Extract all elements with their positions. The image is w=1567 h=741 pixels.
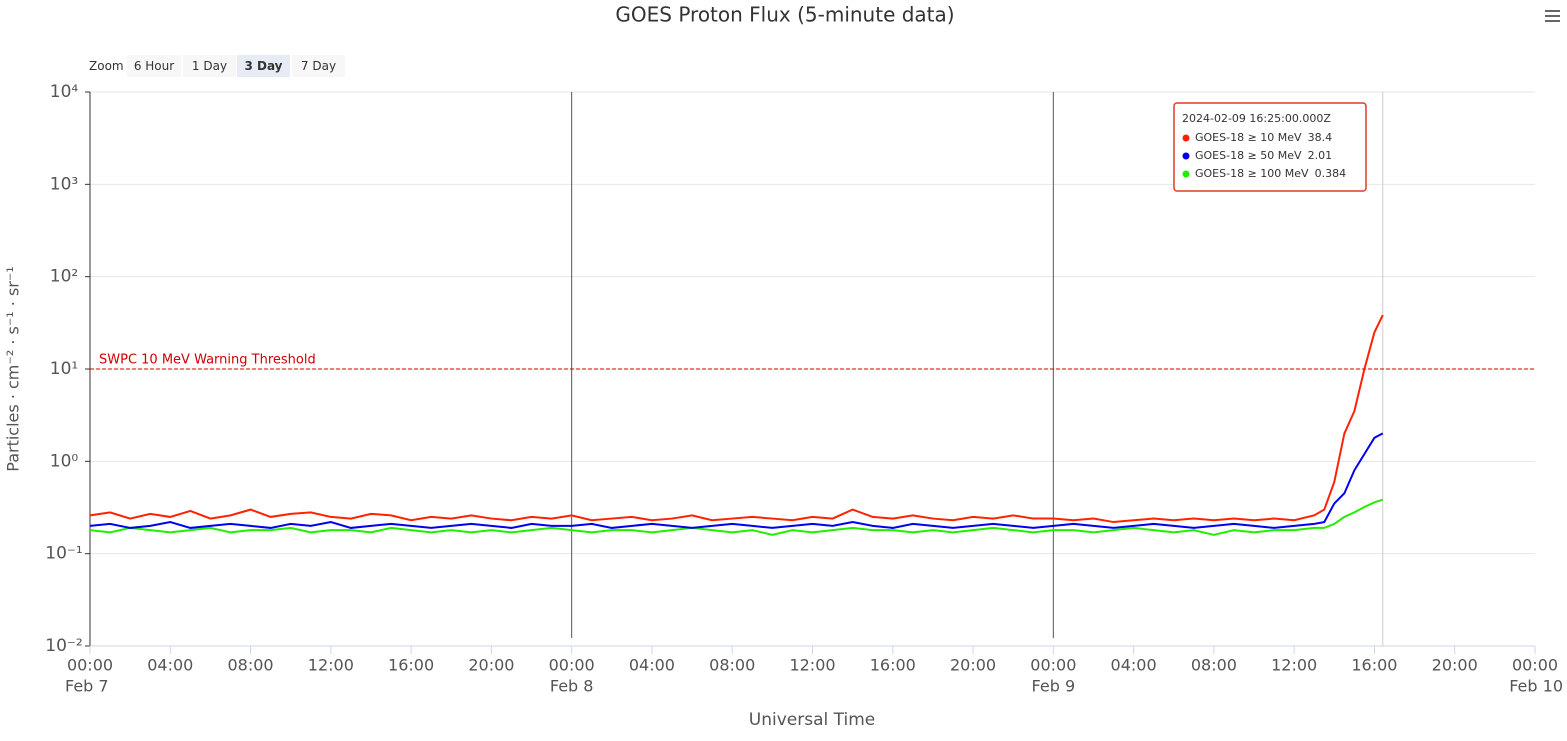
x-tick-label: 12:00 [789, 656, 835, 675]
zoom-button[interactable]: 1 Day [183, 55, 236, 77]
tooltip-entry: GOES-18 ≥ 50 MeV 2.01 [1195, 149, 1332, 162]
series-line [89, 314, 1384, 524]
x-tick-label: 00:00 [67, 656, 113, 675]
tooltip-value: 38.4 [1308, 131, 1333, 144]
x-tick-label: 16:00 [870, 656, 916, 675]
y-tick-label: 10⁴ [50, 82, 79, 102]
tooltip-header: 2024-02-09 16:25:00.000Z [1182, 112, 1331, 125]
x-tick-label: 16:00 [388, 656, 434, 675]
x-tick-label: 00:00 [1512, 656, 1558, 675]
x-tick-label: 08:00 [709, 656, 755, 675]
tooltip-series-name: GOES-18 ≥ 10 MeV [1195, 131, 1302, 144]
x-tick-label: 16:00 [1351, 656, 1397, 675]
x-tick-label: 20:00 [1432, 656, 1478, 675]
x-tick-label: 04:00 [147, 656, 193, 675]
tooltip-marker [1182, 152, 1190, 160]
x-axis-title: Universal Time [749, 710, 875, 730]
x-tick-label: 08:00 [228, 656, 274, 675]
series-line [89, 498, 1384, 536]
zoom-button[interactable]: 7 Day [292, 55, 345, 77]
y-tick-label: 10⁰ [50, 451, 79, 471]
y-tick-label: 10² [50, 267, 78, 287]
x-tick-label: 08:00 [1191, 656, 1237, 675]
x-date-label: Feb 7 [65, 677, 109, 696]
x-tick-label: 04:00 [1111, 656, 1157, 675]
x-tick-label: 00:00 [1030, 656, 1076, 675]
zoom-button[interactable]: 3 Day [237, 55, 290, 77]
threshold-label: SWPC 10 MeV Warning Threshold [99, 353, 316, 368]
x-date-label: Feb 8 [550, 677, 594, 696]
tooltip-series-name: GOES-18 ≥ 50 MeV [1195, 149, 1302, 162]
tooltip-entry: GOES-18 ≥ 10 MeV 38.4 [1195, 131, 1332, 144]
x-tick-label: 00:00 [549, 656, 595, 675]
tooltip: 2024-02-09 16:25:00.000Z GOES-18 ≥ 10 MeV… [1173, 102, 1367, 192]
y-tick-label: 10⁻² [45, 636, 82, 656]
y-tick-label: 10⁻¹ [45, 544, 82, 564]
y-tick-label: 10³ [50, 174, 78, 194]
chart-title: GOES Proton Flux (5-minute data) [615, 3, 954, 27]
zoom-button[interactable]: 6 Hour [127, 55, 181, 77]
tooltip-marker [1182, 170, 1190, 178]
tooltip-marker [1182, 134, 1190, 142]
y-tick-label: 10¹ [50, 359, 78, 379]
tooltip-entry: GOES-18 ≥ 100 MeV 0.384 [1195, 167, 1346, 180]
y-axis-title: Particles · cm⁻² · s⁻¹ · sr⁻¹ [4, 266, 23, 471]
menu-icon[interactable] [1545, 10, 1560, 22]
tooltip-value: 2.01 [1308, 149, 1333, 162]
x-tick-label: 04:00 [629, 656, 675, 675]
x-date-label: Feb 10 [1509, 677, 1563, 696]
tooltip-box [1173, 102, 1367, 192]
zoom-label: Zoom [89, 59, 124, 73]
tooltip-series-name: GOES-18 ≥ 100 MeV [1195, 167, 1309, 180]
x-tick-label: 12:00 [308, 656, 354, 675]
x-tick-label: 12:00 [1271, 656, 1317, 675]
series-line [89, 432, 1384, 529]
tooltip-value: 0.384 [1315, 167, 1347, 180]
x-tick-label: 20:00 [950, 656, 996, 675]
x-date-label: Feb 9 [1032, 677, 1076, 696]
x-tick-label: 20:00 [468, 656, 514, 675]
